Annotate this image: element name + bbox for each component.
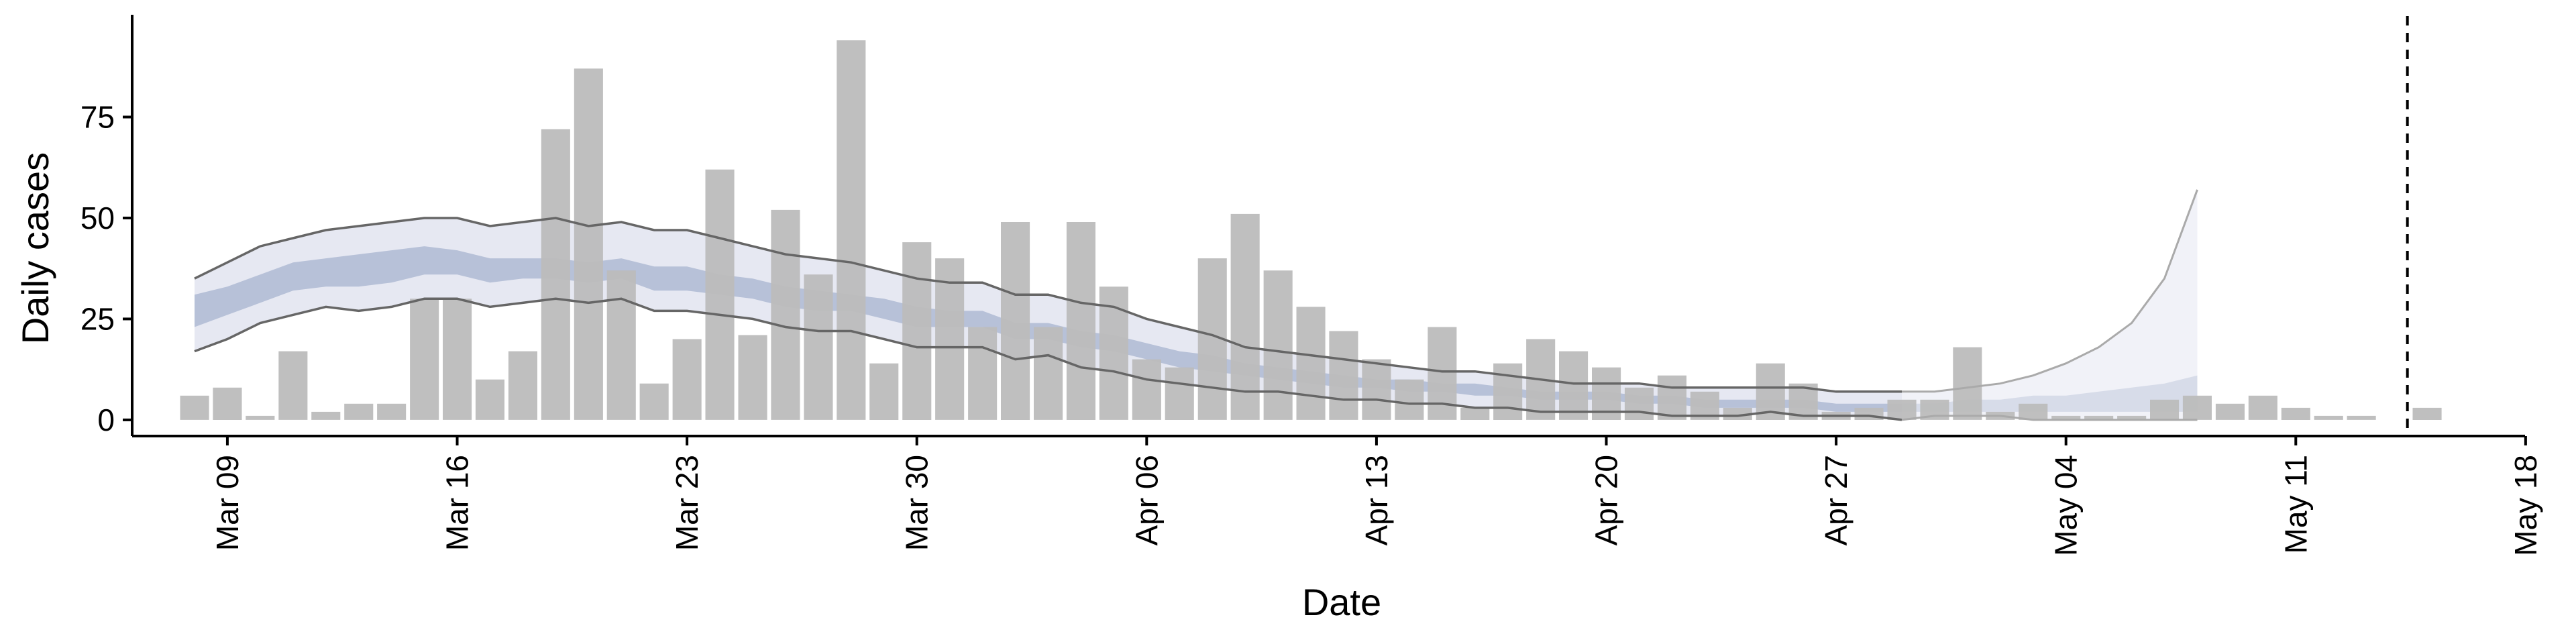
case-bar (968, 327, 998, 420)
case-bar (2084, 415, 2114, 420)
y-tick-label: 25 (80, 301, 115, 336)
case-bar (902, 242, 932, 420)
case-bar (1657, 375, 1686, 420)
x-tick-label: May 11 (2278, 455, 2313, 553)
x-tick-label: Mar 16 (440, 455, 475, 551)
case-bar (1329, 331, 1358, 420)
case-bar (1165, 367, 1194, 420)
case-bar (377, 403, 407, 420)
band-90-forecast (1902, 189, 2198, 420)
case-bar (1230, 213, 1260, 420)
case-bar (1001, 222, 1030, 420)
case-bar (1887, 399, 1917, 420)
case-bar (2215, 403, 2245, 420)
x-axis-title: Date (1302, 581, 1381, 623)
x-tick-label: Apr 27 (1819, 455, 1854, 546)
case-bar (1066, 222, 1095, 420)
case-bar (2117, 415, 2147, 420)
case-bar (344, 403, 374, 420)
case-bar (2248, 395, 2277, 420)
x-tick-label: Apr 06 (1129, 455, 1164, 546)
y-tick-label: 50 (80, 201, 115, 235)
forecast-upper-line (1902, 189, 2198, 393)
case-bar (508, 351, 537, 420)
case-bar (1460, 407, 1490, 420)
case-bar (2150, 399, 2180, 420)
case-bar (1493, 363, 1523, 420)
estimate-upper-line (194, 217, 1902, 393)
case-bar (1624, 387, 1654, 420)
case-bars-group (180, 40, 2442, 420)
y-axis-title: Daily cases (14, 152, 56, 344)
case-bar (278, 351, 308, 420)
case-bar (246, 415, 275, 420)
case-bar (1296, 307, 1326, 420)
case-bar (2019, 403, 2048, 420)
case-bar (410, 299, 439, 420)
case-bar (2051, 415, 2081, 420)
estimate-bound-lines-group (194, 189, 2198, 421)
case-bar (705, 169, 735, 420)
y-axis-ticks: 0 25 50 75 (80, 99, 132, 437)
case-bar (672, 339, 702, 420)
case-bar (869, 363, 899, 420)
case-bar (771, 209, 800, 420)
case-bar (1953, 347, 1982, 420)
case-bar (1132, 359, 1161, 420)
case-bar (639, 383, 669, 420)
case-bar (1756, 363, 1785, 420)
case-bar (738, 335, 767, 420)
case-bar (2412, 407, 2442, 420)
x-tick-label: Mar 30 (900, 455, 934, 551)
case-bar (2314, 415, 2343, 420)
case-bar (311, 411, 341, 420)
y-tick-label: 75 (80, 99, 115, 134)
case-bar (1099, 286, 1128, 420)
case-bar (804, 274, 833, 420)
case-bar (2182, 395, 2212, 420)
case-bar (443, 299, 472, 420)
case-bar (1263, 270, 1293, 420)
case-bar (2281, 407, 2310, 420)
x-tick-label: Apr 20 (1589, 455, 1624, 546)
case-bar (541, 129, 570, 420)
case-bar (935, 258, 965, 420)
case-bar (1559, 351, 1589, 420)
case-bar (606, 270, 636, 420)
x-tick-label: May 18 (2508, 455, 2543, 556)
case-bar (180, 395, 209, 420)
case-bar (1362, 359, 1391, 420)
x-tick-label: Mar 23 (669, 455, 704, 551)
x-tick-label: Mar 09 (210, 455, 245, 551)
case-bar (1034, 327, 1063, 420)
case-bar (574, 68, 603, 420)
x-tick-label: Apr 13 (1359, 455, 1394, 546)
x-axis-ticks: Mar 09 Mar 16 Mar 23 Mar 30 Apr 06 Apr 13 Apr … (210, 436, 2543, 556)
forecast-lower-line (1901, 415, 2198, 421)
y-tick-label: 0 (97, 402, 115, 437)
case-bar (1395, 379, 1424, 420)
case-bar (837, 40, 866, 420)
estimate-lower-line (194, 297, 1902, 421)
case-bar (2347, 415, 2376, 420)
case-bar (475, 379, 504, 420)
case-bar (213, 387, 242, 420)
x-tick-label: May 04 (2049, 455, 2084, 556)
